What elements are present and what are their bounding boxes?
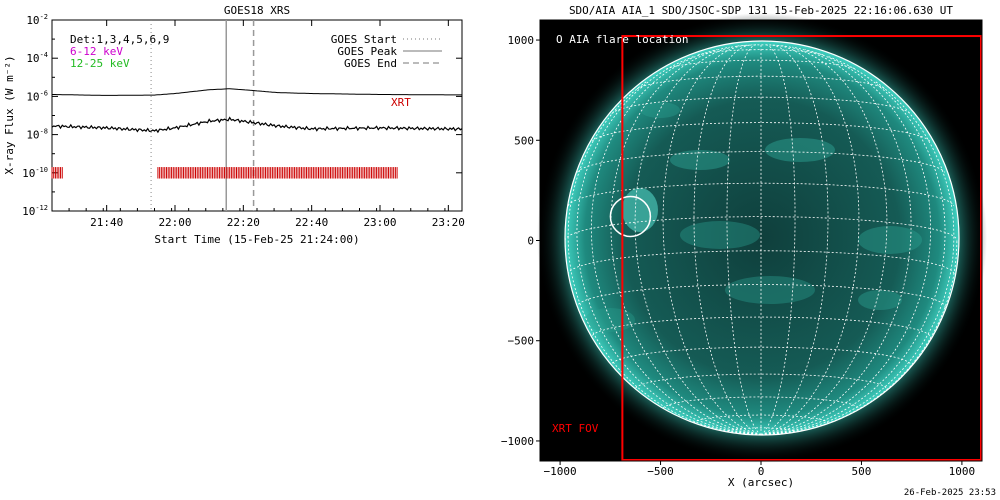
goes-ytick-label: 10-2 (26, 13, 48, 27)
grid-line (760, 45, 888, 435)
grid-line (726, 427, 796, 435)
aia-xtick-label: −1000 (544, 465, 577, 478)
goes-legend-right-item: GOES Peak (337, 45, 397, 58)
goes-ytick-label: 10-6 (26, 89, 48, 103)
generation-timestamp: 26-Feb-2025 23:53 (903, 488, 996, 498)
solar-disk (565, 41, 959, 435)
grid-line (610, 46, 762, 435)
goes-legend-left-item: 6-12 keV (70, 45, 123, 58)
grid-line (761, 240, 958, 435)
goes-ylabel: X-ray Flux (W m⁻²) (3, 55, 16, 174)
goes-xlabel: Start Time (15-Feb-25 21:24:00) (154, 233, 359, 246)
xrt-fov-label: XRT FOV (552, 422, 599, 435)
grid-line (693, 44, 762, 435)
goes-legend-left-item: Det:1,3,4,5,6,9 (70, 33, 169, 46)
grid-line (576, 284, 946, 308)
grid-line (577, 151, 945, 173)
grid-line (760, 80, 955, 435)
grid-line (636, 75, 886, 90)
goes-xtick-label: 22:00 (158, 216, 191, 229)
grid-line (611, 96, 911, 114)
goes-xtick-label: 22:40 (295, 216, 328, 229)
flare-location-marker (609, 195, 652, 238)
grid-line (610, 346, 912, 367)
aia-ytick-label: 0 (527, 235, 534, 248)
goes-xtick-label: 21:40 (90, 216, 123, 229)
solar-limb (564, 40, 960, 436)
aia-title: SDO/AIA AIA_1 SDO/JSOC-SDP 131 15-Feb-20… (569, 4, 953, 17)
aia-xtick-label: 0 (758, 465, 765, 478)
aia-xtick-label: −500 (647, 465, 674, 478)
goes-legend-right-item: GOES End (344, 57, 397, 70)
goes-ytick-label: 10-8 (26, 128, 48, 142)
xrt-fov-box (621, 35, 982, 461)
grid-line (634, 45, 762, 435)
aia-ytick-label: −500 (508, 335, 535, 348)
grid-line (634, 373, 888, 392)
grid-line (760, 55, 946, 435)
aia-image-panel: SDO/AIA AIA_1 SDO/JSOC-SDP 131 15-Feb-20… (501, 4, 987, 489)
aia-xlabel: X (arcsec) (728, 476, 794, 489)
goes-xtick-label: 22:20 (227, 216, 260, 229)
goes-short-channel-line (51, 116, 463, 134)
aia-ytick-label: 500 (514, 134, 534, 147)
grid-line (760, 44, 829, 435)
goes-title: GOES18 XRS (224, 4, 290, 17)
heliographic-grid (565, 44, 958, 435)
aia-ytick-label: 1000 (508, 34, 535, 47)
aia-ytick-label: −1000 (501, 435, 534, 448)
grid-line (565, 216, 958, 241)
flare-location-label: O AIA flare location (556, 33, 688, 46)
goes-xtick-label: 23:00 (363, 216, 396, 229)
goes-legend-left-item: 12-25 keV (70, 57, 130, 70)
grid-line (760, 46, 912, 435)
aia-xtick-label: 1000 (949, 465, 976, 478)
goes-ytick-label: 10-10 (22, 166, 48, 180)
grid-line (693, 414, 829, 427)
grid-line (567, 182, 955, 207)
goes-xrs-panel: GOES18 XRS 10-12 10-10 10-8 10-6 10-4 10-2 21… (3, 4, 465, 246)
goes-ytick-label: 10-4 (26, 51, 48, 65)
aia-xtick-label: 500 (852, 465, 872, 478)
grid-line (576, 55, 762, 435)
goes-long-channel-line (52, 88, 462, 96)
goes-legend-right-item: GOES Start (331, 33, 397, 46)
solar-active-regions (585, 102, 922, 332)
grid-line (592, 122, 930, 142)
goes-xtick-label: 23:20 (432, 216, 465, 229)
grid-line (662, 396, 860, 412)
grid-line (567, 80, 762, 435)
xrt-label: XRT (391, 96, 411, 109)
grid-line (697, 49, 825, 56)
goes-ytick-label: 10-12 (22, 204, 48, 218)
